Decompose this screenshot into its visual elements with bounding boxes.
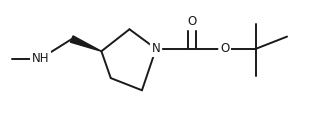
Text: NH: NH: [32, 52, 49, 65]
Text: N: N: [152, 42, 160, 55]
Text: O: O: [187, 15, 197, 28]
Polygon shape: [71, 36, 101, 51]
Text: O: O: [220, 42, 229, 55]
